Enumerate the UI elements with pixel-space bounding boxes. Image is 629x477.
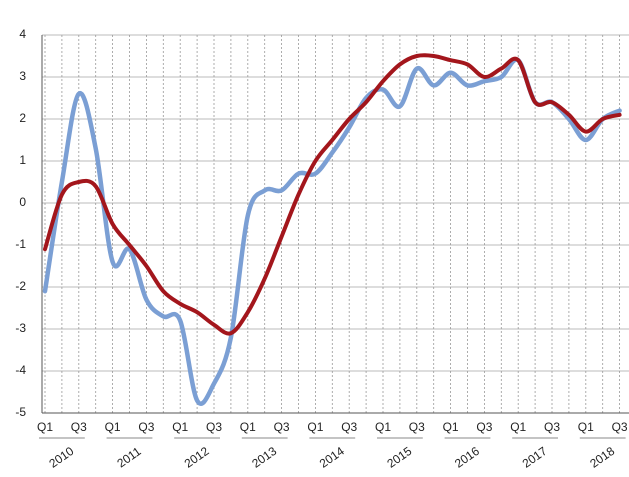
y-tick-label: -3 <box>15 321 26 335</box>
x-group-label: 2015 <box>384 444 414 471</box>
x-tick-label: Q3 <box>138 420 154 434</box>
x-tick-label: Q3 <box>544 420 560 434</box>
y-tick-label: 0 <box>19 195 26 209</box>
y-tick-label: 3 <box>19 69 26 83</box>
x-tick-label: Q3 <box>206 420 222 434</box>
x-group-label: 2011 <box>114 444 143 470</box>
x-group-label: 2016 <box>452 444 482 471</box>
x-tick-label: Q3 <box>409 420 425 434</box>
x-group-label: 2018 <box>587 444 617 471</box>
x-tick-label: Q3 <box>476 420 492 434</box>
x-tick-label: Q3 <box>612 420 628 434</box>
x-tick-label: Q1 <box>240 420 256 434</box>
y-tick-label: 1 <box>19 153 26 167</box>
x-tick-label: Q3 <box>71 420 87 434</box>
x-group-label: 2013 <box>249 444 279 471</box>
x-tick-label: Q1 <box>510 420 526 434</box>
y-tick-label: -4 <box>15 363 26 377</box>
x-tick-label: Q1 <box>375 420 391 434</box>
x-tick-label: Q1 <box>37 420 53 434</box>
x-group-label: 2010 <box>46 444 76 471</box>
x-tick-label: Q1 <box>172 420 188 434</box>
y-tick-label: 2 <box>19 111 26 125</box>
y-tick-label: 4 <box>19 27 26 41</box>
x-tick-label: Q1 <box>105 420 121 434</box>
y-tick-label: -2 <box>15 279 26 293</box>
x-tick-label: Q1 <box>578 420 594 434</box>
x-group-label: 2014 <box>317 444 347 471</box>
x-tick-label: Q3 <box>341 420 357 434</box>
x-group-label: 2017 <box>520 444 550 471</box>
x-tick-label: Q1 <box>307 420 323 434</box>
x-group-label: 2012 <box>182 444 212 471</box>
x-tick-label: Q3 <box>274 420 290 434</box>
y-tick-label: -5 <box>15 405 26 419</box>
x-tick-label: Q1 <box>443 420 459 434</box>
y-tick-label: -1 <box>15 237 26 251</box>
series-line <box>43 53 622 336</box>
